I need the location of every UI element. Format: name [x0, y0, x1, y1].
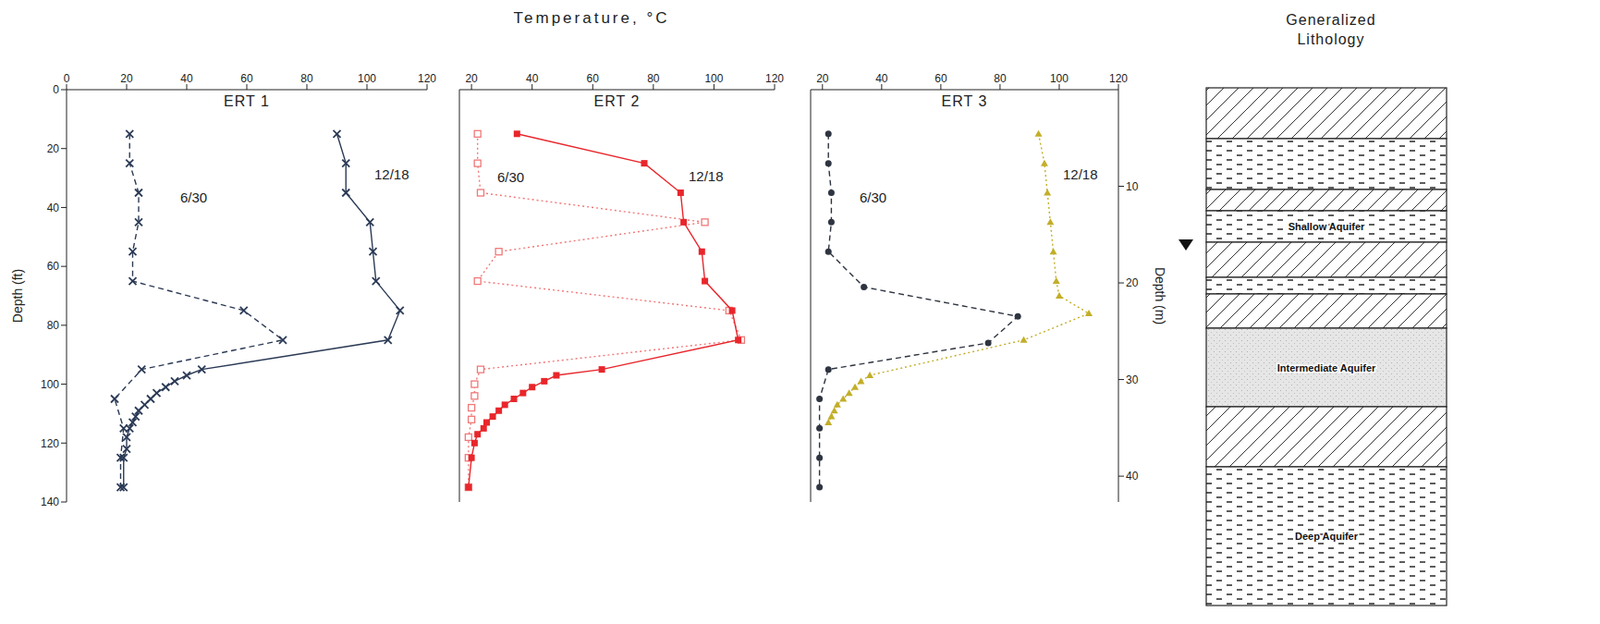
- html-text:ERT 3: ERT 3: [941, 93, 988, 110]
- svg-text:40: 40: [47, 201, 61, 215]
- html-text:6/30: 6/30: [497, 169, 525, 185]
- svg-text:100: 100: [357, 72, 377, 86]
- svg-text:20: 20: [464, 72, 478, 86]
- svg-text:140: 140: [40, 495, 60, 509]
- svg-text:100: 100: [40, 378, 60, 391]
- svg-text:100: 100: [704, 72, 723, 86]
- svg-text:60: 60: [586, 72, 600, 86]
- svg-text:20: 20: [120, 72, 134, 86]
- svg-text:Deep Aquifer: Deep Aquifer: [1294, 530, 1359, 542]
- svg-text:0: 0: [52, 83, 60, 97]
- svg-text:Shallow Aquifer: Shallow Aquifer: [1288, 220, 1366, 233]
- svg-text:60: 60: [47, 259, 61, 273]
- svg-text:20: 20: [47, 142, 61, 156]
- svg-text:0: 0: [63, 72, 71, 86]
- svg-text:120: 120: [1109, 72, 1128, 86]
- svg-text:40: 40: [180, 72, 194, 86]
- svg-text:40: 40: [1125, 469, 1139, 483]
- svg-text:120: 120: [40, 437, 60, 451]
- svg-text:60: 60: [240, 72, 254, 86]
- svg-text:Intermediate Aquifer: Intermediate Aquifer: [1277, 362, 1377, 374]
- svg-text:40: 40: [875, 72, 889, 86]
- html-text:Temperature, °C: Temperature, °C: [513, 9, 670, 27]
- svg-text:80: 80: [993, 72, 1007, 86]
- svg-text:80: 80: [300, 72, 314, 86]
- html-text:12/18: 12/18: [688, 168, 724, 184]
- svg-text:20: 20: [816, 72, 830, 86]
- svg-text:10: 10: [1125, 180, 1139, 194]
- svg-text:30: 30: [1125, 373, 1139, 387]
- html-text:6/30: 6/30: [859, 189, 887, 206]
- html-text:6/30: 6/30: [180, 189, 208, 206]
- svg-text:100: 100: [1050, 72, 1069, 86]
- svg-text:80: 80: [647, 72, 660, 86]
- svg-text:40: 40: [525, 72, 539, 86]
- svg-text:80: 80: [47, 318, 61, 332]
- svg-text:120: 120: [417, 72, 437, 86]
- html-text:ERT 1: ERT 1: [223, 93, 270, 110]
- html-text:12/18: 12/18: [374, 166, 410, 183]
- html-text:Depth (ft): Depth (ft): [10, 268, 25, 323]
- svg-text:120: 120: [765, 72, 784, 86]
- html-text:12/18: 12/18: [1062, 166, 1098, 183]
- svg-text:60: 60: [934, 72, 948, 86]
- svg-text:20: 20: [1125, 276, 1139, 290]
- html-text:Depth (m): Depth (m): [1152, 267, 1168, 325]
- html-text:ERT 2: ERT 2: [593, 93, 640, 110]
- html-text:Generalized Lithology: Generalized Lithology: [1286, 12, 1376, 47]
